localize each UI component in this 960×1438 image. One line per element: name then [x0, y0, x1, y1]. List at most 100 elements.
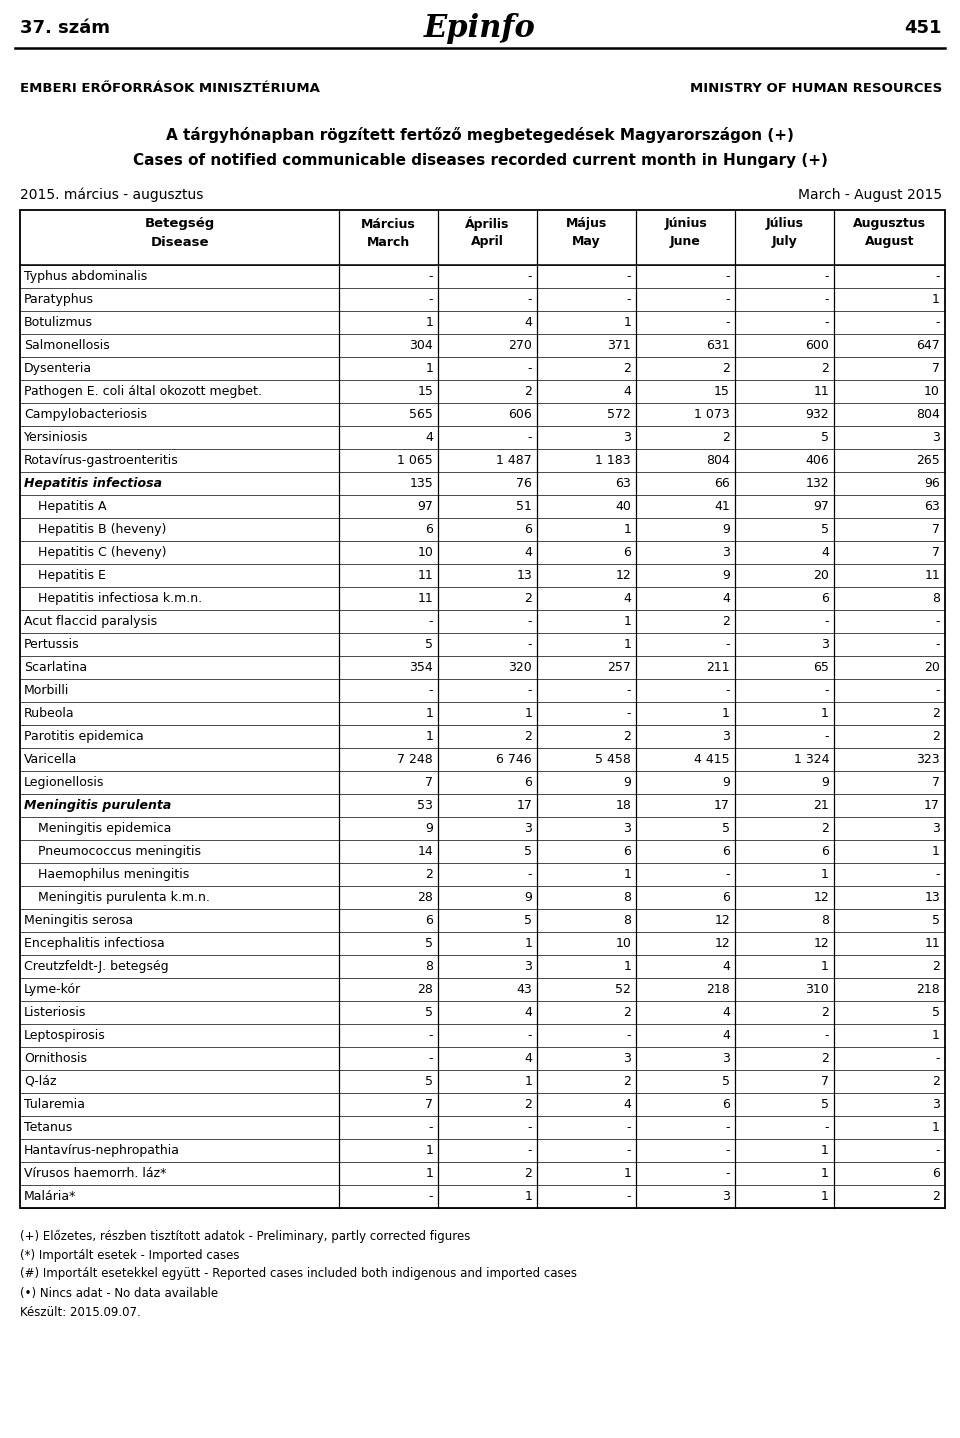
Text: -: -	[627, 1145, 631, 1158]
Text: 270: 270	[508, 339, 532, 352]
Text: 7: 7	[932, 546, 940, 559]
Text: 5: 5	[821, 1099, 829, 1112]
Text: -: -	[935, 638, 940, 651]
Text: 4: 4	[524, 1007, 532, 1020]
Text: 8: 8	[623, 915, 631, 928]
Text: Hepatitis E: Hepatitis E	[38, 569, 106, 582]
Text: Meningitis purulenta k.m.n.: Meningitis purulenta k.m.n.	[38, 892, 210, 905]
Text: 96: 96	[924, 477, 940, 490]
Text: 804: 804	[707, 454, 730, 467]
Text: -: -	[528, 293, 532, 306]
Text: -: -	[528, 1122, 532, 1135]
Text: 9: 9	[722, 777, 730, 789]
Text: 9: 9	[722, 569, 730, 582]
Text: 4: 4	[524, 546, 532, 559]
Text: 6: 6	[821, 592, 829, 605]
Text: Meningitis serosa: Meningitis serosa	[24, 915, 133, 928]
Text: 97: 97	[418, 500, 433, 513]
Text: 2: 2	[623, 731, 631, 743]
Text: 2: 2	[524, 592, 532, 605]
Text: 13: 13	[924, 892, 940, 905]
Text: -: -	[726, 1122, 730, 1135]
Text: A tárgyhónapban rögzített fertőző megbetegedések Magyarországon (+): A tárgyhónapban rögzített fertőző megbet…	[166, 127, 794, 142]
Text: Hantavírus-nephropathia: Hantavírus-nephropathia	[24, 1145, 180, 1158]
Text: 2015. március - augusztus: 2015. március - augusztus	[20, 188, 204, 203]
Text: 600: 600	[805, 339, 829, 352]
Text: -: -	[528, 362, 532, 375]
Text: 4: 4	[722, 1007, 730, 1020]
Text: Varicella: Varicella	[24, 754, 78, 766]
Text: 6: 6	[722, 1099, 730, 1112]
Text: 5: 5	[932, 915, 940, 928]
Text: -: -	[825, 731, 829, 743]
Text: -: -	[726, 1145, 730, 1158]
Text: 21: 21	[813, 800, 829, 812]
Text: 1 324: 1 324	[794, 754, 829, 766]
Text: Meningitis epidemica: Meningitis epidemica	[38, 823, 172, 835]
Text: -: -	[528, 869, 532, 881]
Text: Hepatitis infectiosa: Hepatitis infectiosa	[24, 477, 162, 490]
Text: 9: 9	[821, 777, 829, 789]
Text: -: -	[428, 615, 433, 628]
Text: 1: 1	[932, 1122, 940, 1135]
Text: 2: 2	[524, 385, 532, 398]
Text: 1: 1	[623, 316, 631, 329]
Text: 265: 265	[916, 454, 940, 467]
Text: -: -	[825, 1122, 829, 1135]
Text: 1: 1	[623, 523, 631, 536]
Text: Disease: Disease	[151, 236, 209, 249]
Text: 3: 3	[932, 1099, 940, 1112]
Text: 15: 15	[418, 385, 433, 398]
Text: Encephalitis infectiosa: Encephalitis infectiosa	[24, 938, 165, 951]
Text: 2: 2	[524, 1099, 532, 1112]
Text: -: -	[825, 293, 829, 306]
Text: 1 073: 1 073	[694, 408, 730, 421]
Text: June: June	[670, 236, 701, 249]
Text: MINISTRY OF HUMAN RESOURCES: MINISTRY OF HUMAN RESOURCES	[689, 82, 942, 95]
Text: 43: 43	[516, 984, 532, 997]
Text: Malária*: Malária*	[24, 1191, 77, 1204]
Text: 1: 1	[425, 707, 433, 720]
Text: -: -	[627, 270, 631, 283]
Text: 5: 5	[425, 938, 433, 951]
Text: Cases of notified communicable diseases recorded current month in Hungary (+): Cases of notified communicable diseases …	[132, 152, 828, 167]
Text: 565: 565	[409, 408, 433, 421]
Text: 53: 53	[418, 800, 433, 812]
Text: Meningitis purulenta: Meningitis purulenta	[24, 800, 171, 812]
Text: August: August	[865, 236, 914, 249]
Text: 1 183: 1 183	[595, 454, 631, 467]
Text: 451: 451	[904, 19, 942, 37]
Text: 1: 1	[623, 1168, 631, 1181]
Text: -: -	[935, 1053, 940, 1066]
Text: 1: 1	[425, 731, 433, 743]
Text: -: -	[935, 615, 940, 628]
Text: -: -	[528, 270, 532, 283]
Text: 2: 2	[722, 431, 730, 444]
Text: 12: 12	[615, 569, 631, 582]
Text: 5: 5	[524, 915, 532, 928]
Text: 257: 257	[607, 661, 631, 674]
Text: 12: 12	[813, 938, 829, 951]
Text: 9: 9	[722, 523, 730, 536]
Text: 1: 1	[932, 293, 940, 306]
Text: Betegség: Betegség	[144, 217, 215, 230]
Text: 2: 2	[821, 362, 829, 375]
Text: 3: 3	[722, 546, 730, 559]
Text: -: -	[528, 638, 532, 651]
Text: Hepatitis C (heveny): Hepatitis C (heveny)	[38, 546, 166, 559]
Text: 1: 1	[623, 615, 631, 628]
Text: 2: 2	[821, 1053, 829, 1066]
Text: 2: 2	[623, 1076, 631, 1089]
Text: 63: 63	[615, 477, 631, 490]
Text: -: -	[627, 707, 631, 720]
Text: 1: 1	[821, 1145, 829, 1158]
Text: Leptospirosis: Leptospirosis	[24, 1030, 106, 1043]
Text: -: -	[627, 293, 631, 306]
Text: 11: 11	[418, 569, 433, 582]
Text: 6: 6	[722, 892, 730, 905]
Text: Legionellosis: Legionellosis	[24, 777, 105, 789]
Text: -: -	[825, 270, 829, 283]
Text: 1: 1	[722, 707, 730, 720]
Text: 7: 7	[932, 362, 940, 375]
Text: Pneumococcus meningitis: Pneumococcus meningitis	[38, 846, 201, 858]
